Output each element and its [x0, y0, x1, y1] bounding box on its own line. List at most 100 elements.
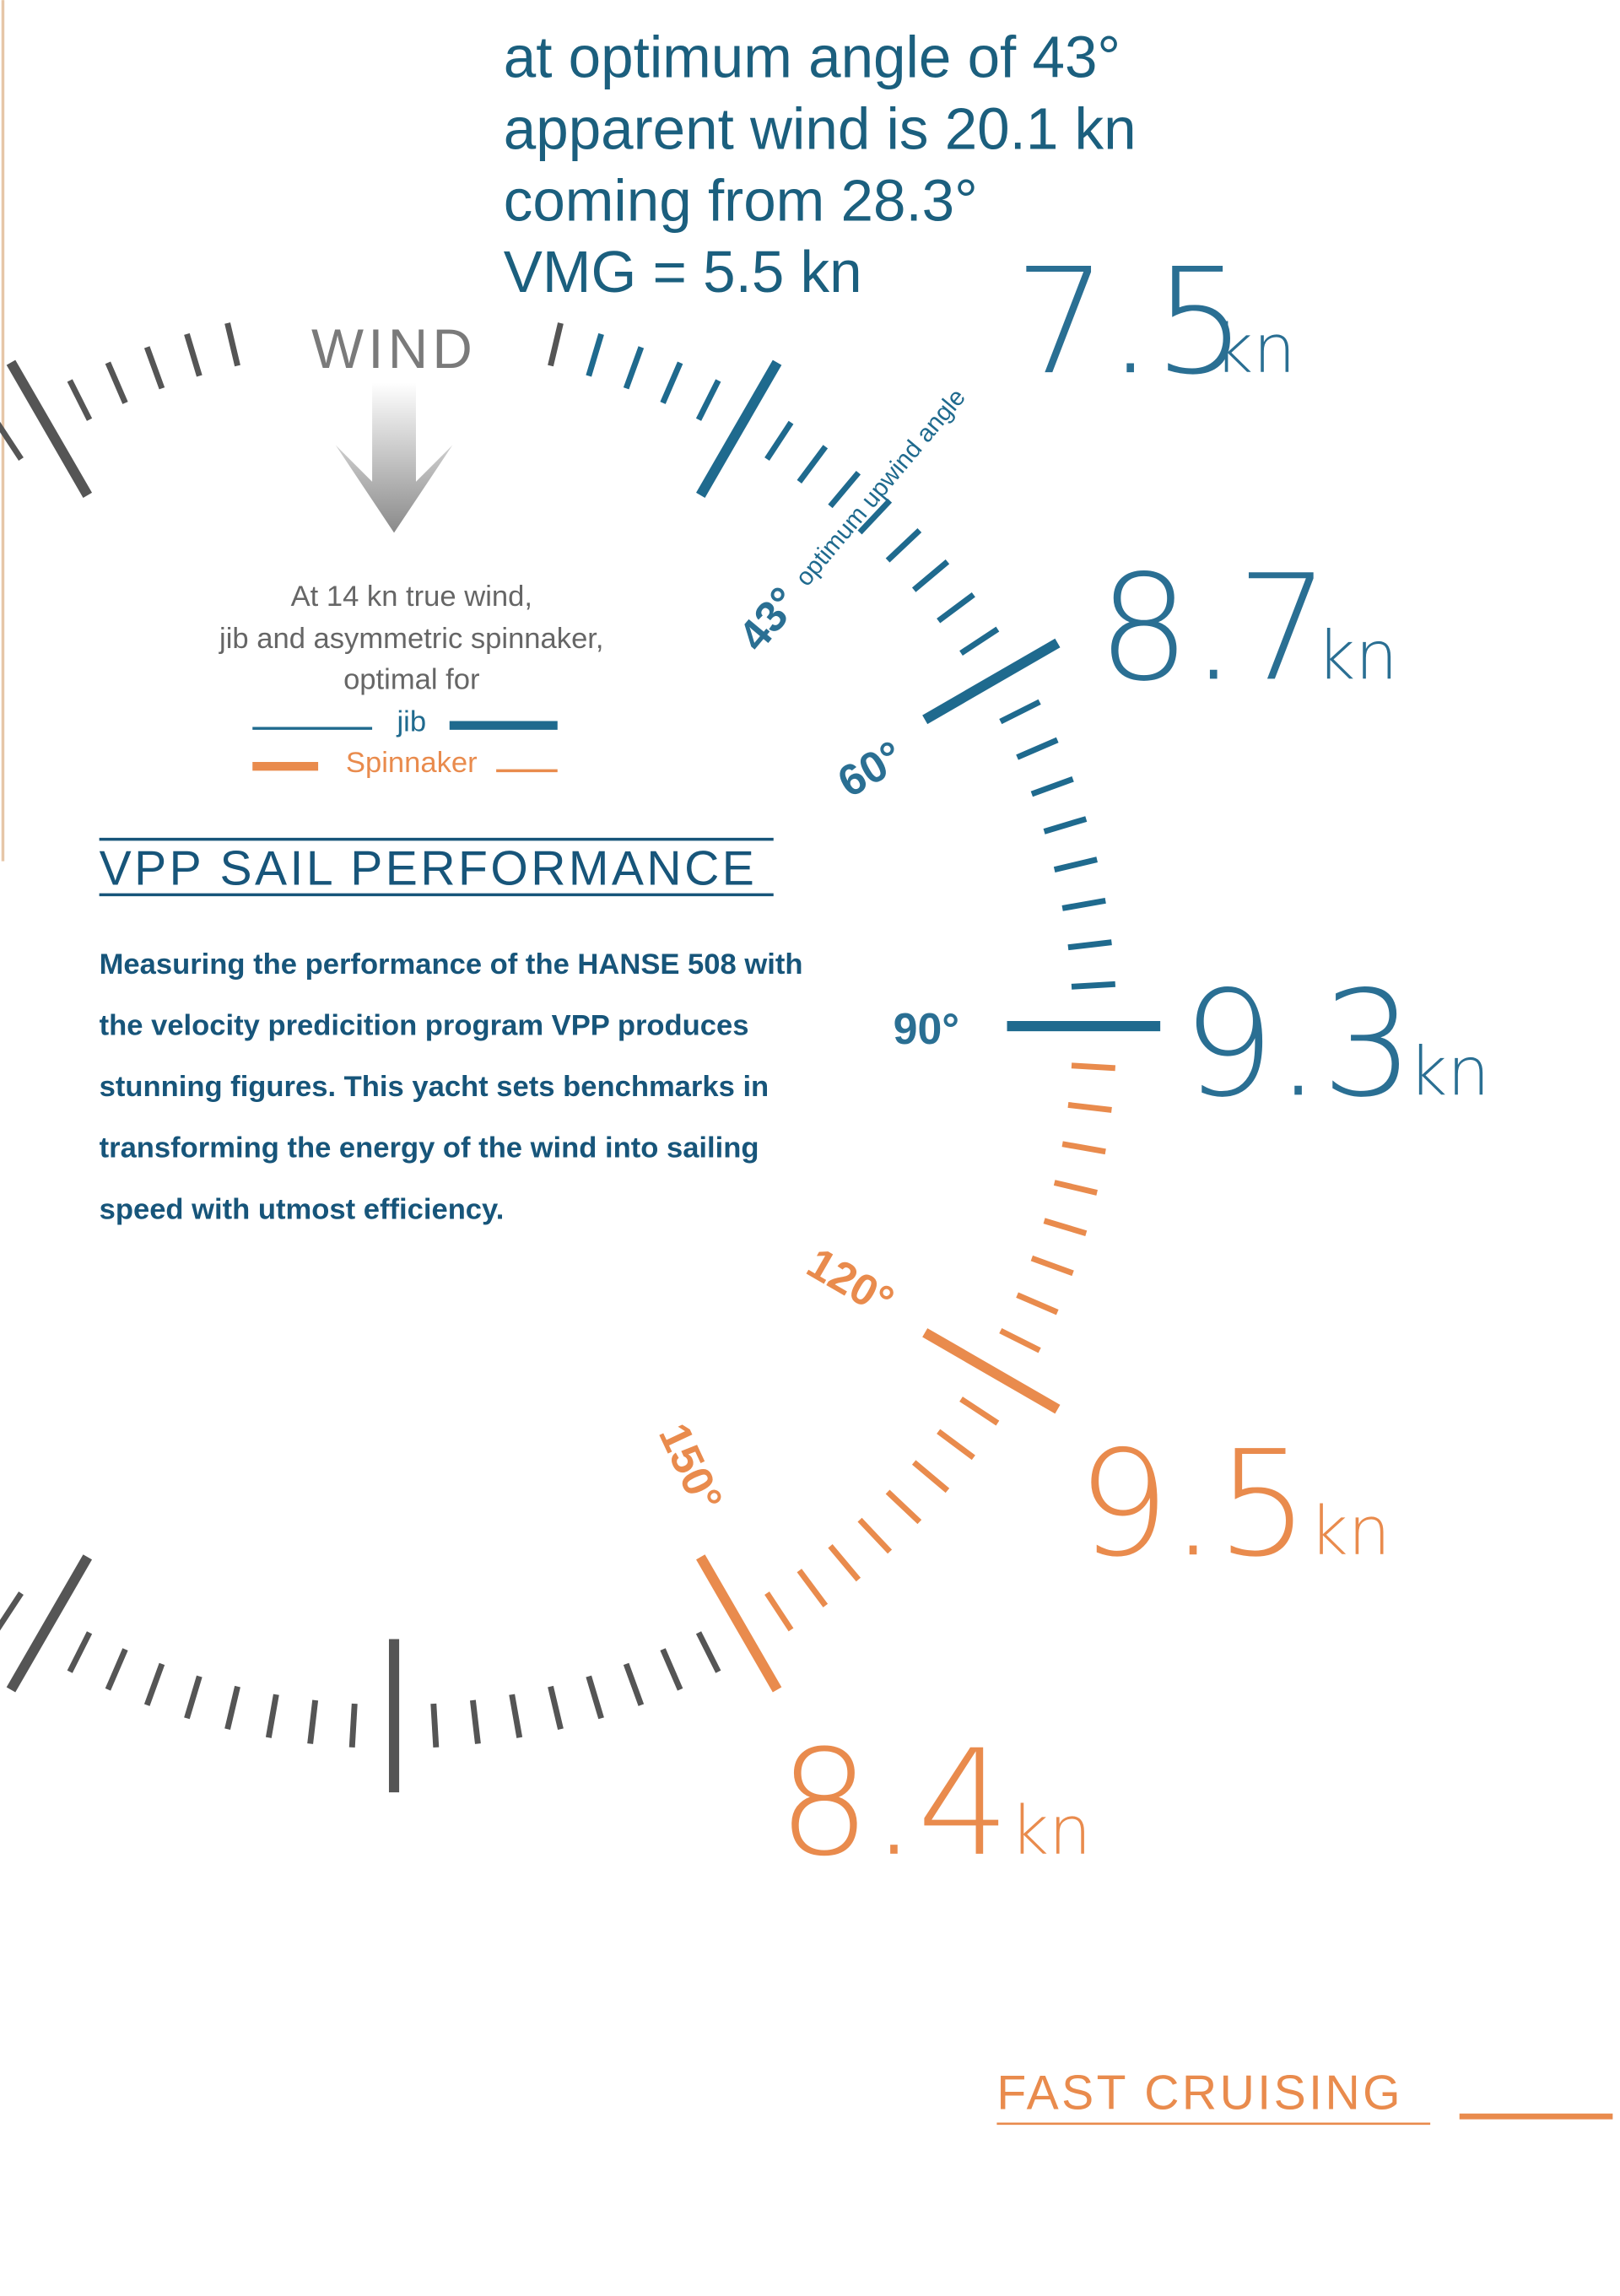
dial-tick — [430, 1703, 440, 1748]
dial-tick — [922, 638, 1061, 725]
dial-tick — [586, 1675, 604, 1720]
dial-tick — [857, 1517, 893, 1554]
dial-tick — [548, 1685, 564, 1731]
dial — [0, 322, 1161, 1793]
dial-tick — [999, 699, 1041, 725]
annotation: apparent wind is 20.1 kn — [504, 96, 1137, 162]
speed-unit: kn — [1310, 1492, 1390, 1570]
dial-tick — [1043, 1218, 1088, 1236]
dial-tick — [1053, 856, 1098, 872]
speed-value: 7.5 — [1014, 236, 1246, 407]
speed-unit: kn — [1316, 616, 1397, 694]
dial-tick — [696, 359, 782, 498]
angle-label: 120° — [799, 1238, 902, 1326]
dial-tick — [623, 1662, 645, 1706]
legend-text: jib and asymmetric spinnaker, — [219, 623, 603, 655]
dial-tick — [937, 1429, 975, 1461]
dial-tick — [796, 445, 829, 484]
dial-tick — [764, 420, 794, 461]
dial-tick — [623, 346, 645, 390]
dial-tick — [1043, 816, 1088, 835]
speed-value: 9.5 — [1077, 1418, 1310, 1589]
dial-tick — [67, 1631, 93, 1673]
body-text: transforming the energy of the wind into… — [100, 1132, 759, 1164]
angle-label: 90° — [894, 1004, 959, 1053]
dial-tick — [696, 1554, 782, 1693]
dial-tick — [184, 332, 202, 377]
dial-tick — [660, 1648, 683, 1691]
dial-tick — [143, 1662, 165, 1706]
dial-tick — [67, 379, 93, 421]
dial-tick — [1053, 1180, 1098, 1196]
dial-tick — [959, 1397, 1000, 1426]
legend-spinnaker: Spinnaker — [346, 747, 478, 779]
angle-label: 60° — [829, 731, 911, 806]
body-text: Measuring the performance of the HANSE 5… — [100, 948, 803, 981]
dial-tick — [959, 626, 1000, 656]
body-text: the velocity predicition program VPP pro… — [100, 1009, 749, 1041]
annotation: at optimum angle of 43° — [504, 24, 1120, 90]
dial-tick — [660, 361, 683, 404]
angle-label: 43° — [728, 578, 808, 660]
dial-tick — [224, 322, 240, 367]
dial-tick — [586, 332, 604, 377]
angle-label: 150° — [650, 1416, 732, 1519]
dial-tick — [184, 1675, 202, 1720]
dial-tick — [509, 1694, 523, 1738]
dial-tick — [1071, 981, 1115, 990]
legend-jib: jib — [396, 706, 426, 738]
dial-tick — [469, 1699, 481, 1744]
dial-tick — [1016, 1292, 1059, 1315]
speed-unit: kn — [1214, 310, 1295, 388]
section-title: VPP SAIL PERFORMANCE — [100, 841, 758, 895]
speed-value: 9.3 — [1182, 959, 1414, 1129]
dial-tick — [0, 1591, 24, 1631]
dial-tick — [348, 1703, 358, 1748]
legend-text: At 14 kn true wind, — [291, 581, 532, 613]
dial-tick — [1030, 1255, 1074, 1277]
dial-tick — [885, 1489, 922, 1525]
dial-tick — [857, 498, 893, 535]
dial-tick — [764, 1591, 794, 1632]
dial-tick — [1016, 737, 1059, 760]
dial-tick — [307, 1699, 319, 1744]
dial-tick — [1061, 1141, 1106, 1155]
dial-tick — [224, 1685, 240, 1731]
annotation: coming from 28.3° — [504, 167, 978, 233]
dial-tick — [937, 592, 975, 624]
angle-caption: optimum upwind angle — [791, 383, 971, 592]
wind-arrow — [335, 382, 453, 533]
dial-tick — [911, 559, 950, 592]
dial-tick — [695, 1631, 721, 1673]
dial-tick — [143, 346, 165, 390]
dial-tick — [105, 1648, 128, 1691]
body-text: stunning figures. This yacht sets benchm… — [100, 1071, 770, 1103]
footer: FAST CRUISING — [996, 2066, 1403, 2120]
speed-value: 8.7 — [1098, 543, 1330, 713]
dial-tick — [695, 379, 721, 421]
dial-tick — [999, 1327, 1041, 1353]
dial-tick — [548, 322, 564, 367]
wind-label: WIND — [311, 318, 477, 380]
speed-unit: kn — [1408, 1032, 1489, 1110]
annotation: VMG = 5.5 kn — [504, 239, 862, 305]
dial-tick — [6, 1554, 93, 1693]
dial-tick — [1061, 897, 1106, 911]
dial-tick — [828, 1543, 861, 1582]
dial-tick — [0, 421, 24, 461]
dial-tick — [6, 359, 93, 498]
dial-tick — [885, 527, 922, 563]
legend-text: optimal for — [343, 664, 479, 696]
dial-tick — [828, 470, 861, 509]
body-text: speed with utmost efficiency. — [100, 1193, 505, 1225]
dial-tick — [922, 1328, 1061, 1414]
speed-value: 8.4 — [778, 1718, 1010, 1888]
dial-tick — [265, 1694, 279, 1738]
speed-unit: kn — [1010, 1791, 1091, 1870]
dial-tick — [105, 361, 128, 404]
dial-tick — [911, 1460, 950, 1494]
dial-tick — [796, 1569, 829, 1607]
dial-tick — [1030, 775, 1074, 797]
dial-tick — [1071, 1062, 1115, 1072]
